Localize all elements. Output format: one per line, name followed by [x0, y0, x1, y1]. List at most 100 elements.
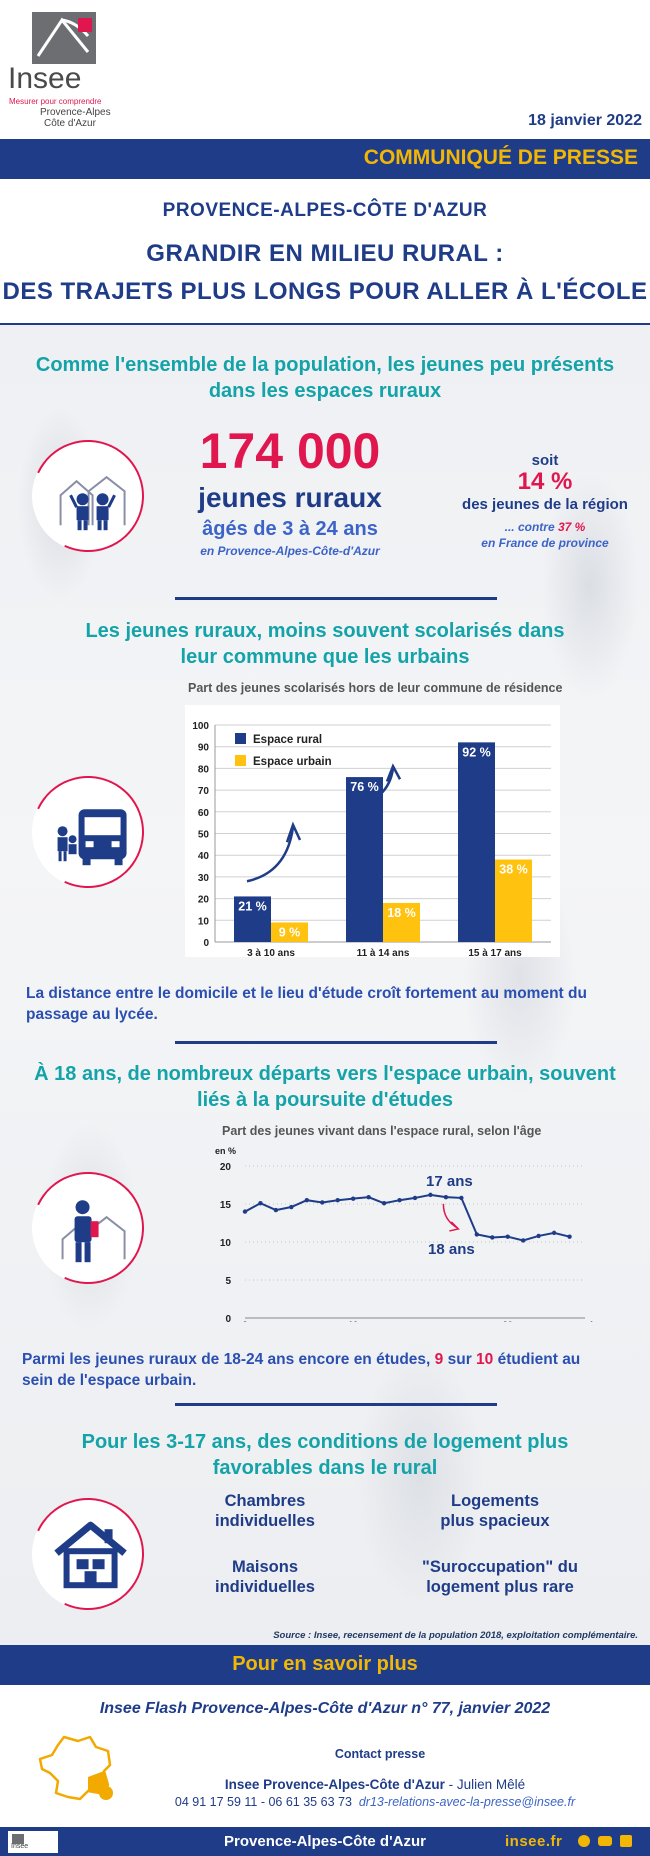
line-point	[304, 1198, 310, 1203]
bar-category-label: 15 à 17 ans	[468, 948, 522, 957]
line-point	[505, 1234, 510, 1239]
contact-email[interactable]: dr13-relations-avec-la-presse@insee.fr	[358, 1795, 576, 1809]
contre-value: 37 %	[558, 520, 586, 534]
title-region: PROVENCE-ALPES-CÔTE D'AZUR	[162, 200, 488, 221]
province-label: en France de province	[481, 536, 609, 550]
trend-arrow-2-head	[385, 763, 402, 782]
section3-heading-2: liés à la poursuite d'études	[197, 1089, 453, 1111]
press-banner: COMMUNIQUÉ DE PRESSE	[0, 139, 650, 179]
bottom-small-logo[interactable]: Insee	[8, 1831, 58, 1853]
bar-data-label: 21 %	[238, 899, 267, 913]
age-range-label: âgés de 3 à 24 ans	[202, 518, 378, 540]
province-comparison: ... contre 37 %	[455, 520, 635, 534]
bar-rural	[234, 896, 271, 942]
bar-y-tick-label: 70	[198, 786, 210, 797]
bar-y-tick-label: 50	[198, 830, 210, 841]
student-icon-ring	[16, 1156, 160, 1300]
line-point	[242, 1209, 248, 1214]
bar-y-tick-label: 90	[198, 743, 210, 754]
divider-2	[175, 1041, 497, 1044]
france-map-icon	[38, 1735, 113, 1801]
divider-3	[175, 1403, 497, 1406]
caption-part-a: Parmi les jeunes ruraux de 18-24 ans enc…	[22, 1351, 431, 1368]
contact-phones[interactable]: 04 91 17 59 11 - 06 61 35 63 73	[174, 1795, 352, 1809]
publication-link[interactable]: Insee Flash Provence-Alpes-Côte d'Azur n…	[99, 1700, 551, 1717]
divider-1	[175, 597, 497, 600]
line-point	[350, 1196, 356, 1201]
line-point	[397, 1198, 402, 1203]
bar-rural	[458, 742, 495, 942]
line-x-tick-label: 3	[242, 1320, 247, 1322]
section2-heading-1: Les jeunes ruraux, moins souvent scolari…	[85, 620, 565, 642]
contact-title: Contact presse	[334, 1747, 426, 1761]
section3-caption-1: Parmi les jeunes ruraux de 18-24 ans enc…	[22, 1351, 580, 1369]
contact-org: Insee Provence-Alpes-Côte d'Azur	[224, 1777, 445, 1792]
bar-y-tick-label: 100	[192, 721, 209, 732]
bar-data-label: 18 %	[387, 906, 416, 920]
bar-urbain	[495, 859, 532, 942]
line-point	[289, 1204, 294, 1210]
press-date: 18 janvier 2022	[528, 112, 642, 129]
student-icon	[61, 1200, 126, 1263]
trend-arrow-1-head	[285, 821, 302, 843]
bar-y-tick-label: 40	[198, 851, 210, 862]
share-region-label: des jeunes de la région	[462, 496, 628, 513]
line-point	[366, 1194, 371, 1200]
legend-label: Espace rural	[253, 734, 322, 746]
bar-chart: 0 10 20 30 40 50 60 70 80 90 100 21 % 9 % 3 à 10 ans 7…	[192, 721, 551, 959]
twitter-icon[interactable]	[578, 1835, 590, 1847]
item-suroccupation-2: logement plus rare	[426, 1578, 574, 1596]
caption-sur: sur	[447, 1351, 472, 1368]
bar-y-tick-label: 80	[198, 764, 210, 775]
line-series	[244, 1193, 570, 1242]
line-y-tick-label: 15	[220, 1200, 232, 1211]
annotation-18: 18 ans	[428, 1241, 475, 1258]
line-y-tick-label: 5	[225, 1276, 231, 1287]
line-point	[412, 1195, 418, 1201]
annotation-17: 17 ans	[426, 1173, 473, 1190]
line-unit-label: en %	[215, 1146, 236, 1156]
small-logo-word: Insee	[11, 1843, 29, 1850]
line-x-tick-label: 20	[503, 1320, 513, 1322]
bar-y-tick-label: 20	[198, 895, 210, 906]
bar-y-tick-label: 0	[203, 938, 209, 949]
more-banner: Pour en savoir plus	[0, 1645, 650, 1685]
line-chart-area: en % 0 5 10 15 20 3 10 20 âge 17 ans 18 ans	[195, 1142, 615, 1330]
section1-heading-1: Comme l'ensemble de la population, les j…	[35, 354, 615, 376]
line-point	[258, 1201, 263, 1206]
line-point	[536, 1233, 541, 1239]
logo-region-2: Côte d'Azur	[44, 118, 96, 129]
logo-mark-icon	[36, 17, 92, 57]
insee-logo[interactable]	[32, 12, 96, 64]
bar-y-tick-label: 60	[198, 808, 210, 819]
youtube-icon[interactable]	[598, 1836, 612, 1846]
line-y-tick-label: 10	[220, 1238, 232, 1249]
bar-data-label: 38 %	[499, 863, 528, 877]
bar-data-label: 92 %	[462, 745, 491, 759]
annotation-arrow-head	[449, 1221, 460, 1232]
caption-ten: 10	[476, 1351, 494, 1368]
linkedin-icon[interactable]	[620, 1835, 632, 1847]
section2-caption-2: passage au lycée.	[26, 1006, 158, 1023]
logo-word: Insee	[8, 62, 82, 95]
children-icon-ring	[16, 424, 160, 568]
bar-data-label: 9 %	[279, 925, 301, 939]
section2-caption-1: La distance entre le domicile et le lieu…	[26, 985, 587, 1002]
region-note: en Provence-Alpes-Côte-d'Azur	[200, 544, 380, 558]
rural-youth-count: 174 000	[199, 423, 381, 479]
house-icon	[54, 1521, 127, 1589]
bar-urbain	[271, 922, 308, 942]
section1-heading-2: dans les espaces ruraux	[208, 380, 442, 402]
line-point	[490, 1235, 495, 1240]
school-bus-icon	[57, 809, 127, 866]
line-point	[273, 1207, 279, 1213]
line-chart: en % 0 5 10 15 20 3 10 20 âge 17 ans 18 ans	[215, 1146, 605, 1330]
line-point	[551, 1230, 557, 1236]
bottom-bar: Insee Provence-Alpes-Côte d'Azur insee.f…	[0, 1827, 650, 1856]
caption-part-b: étudient au	[497, 1351, 581, 1368]
line-y-tick-label: 20	[220, 1162, 232, 1173]
site-link[interactable]: insee.fr	[505, 1833, 563, 1850]
contact-name: - Julien Mêlé	[444, 1777, 526, 1792]
line-point	[335, 1198, 340, 1203]
bar-category-label: 3 à 10 ans	[247, 948, 295, 957]
